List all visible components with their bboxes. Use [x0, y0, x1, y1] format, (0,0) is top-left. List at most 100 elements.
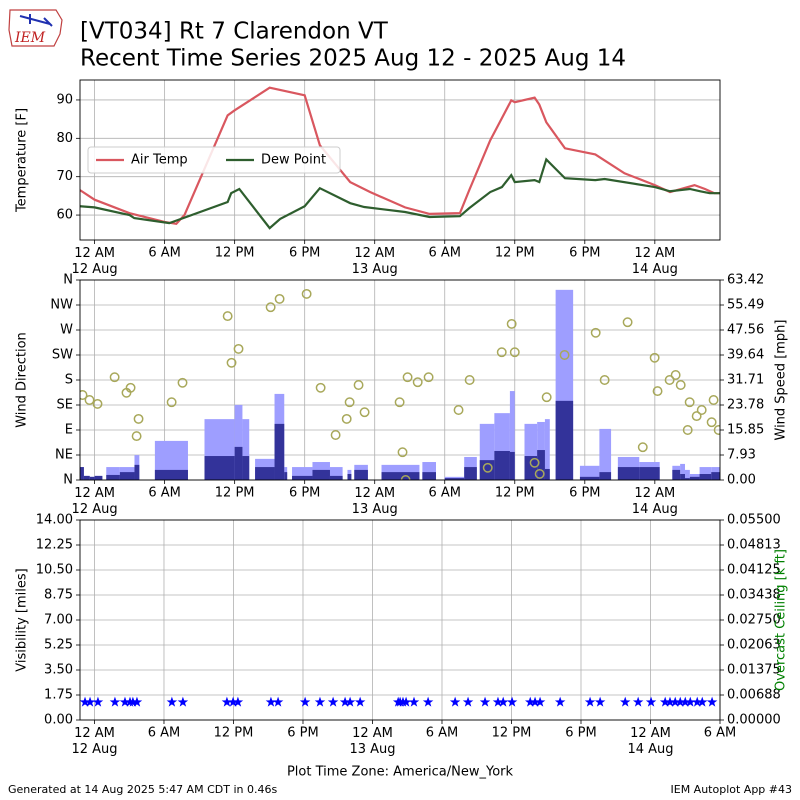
legend-label: Dew Point — [261, 153, 326, 168]
x-tick-label: 12 AM 12 Aug — [71, 726, 117, 757]
y-tick-label: 80 — [56, 131, 73, 146]
direction-point — [696, 405, 707, 415]
star-point — [675, 696, 686, 707]
y2-tick-label: 0.02750 — [727, 613, 781, 628]
axes-frame — [79, 519, 721, 721]
y2-tick-label: 0.00688 — [727, 688, 781, 703]
speed-bar — [154, 469, 188, 480]
speed-bar — [312, 469, 330, 480]
x-tick-label: 6 PM — [565, 726, 596, 741]
tick-label-line: 12 Aug — [71, 742, 117, 757]
direction-point — [590, 327, 601, 338]
direction-point — [80, 390, 88, 400]
direction-point — [541, 392, 552, 403]
direction-point — [534, 468, 545, 479]
logo-text: IEM — [14, 30, 46, 46]
y-tick-label: W — [60, 323, 73, 338]
y2-tick-label: 55.49 — [727, 298, 764, 313]
y-tick-label: 90 — [56, 92, 73, 107]
y2-tick-label: 15.85 — [727, 423, 764, 438]
y2-tick-label: 0.04813 — [727, 538, 781, 553]
direction-point — [233, 343, 244, 354]
speed-bar — [711, 472, 720, 480]
speed-bar — [134, 464, 140, 480]
y2-tick-label: 0.05500 — [727, 513, 781, 528]
speed-bar — [672, 469, 681, 480]
tick-label-line: 13 Aug — [352, 262, 398, 277]
tick-label-line: 12 AM — [352, 726, 393, 741]
speed-bar — [444, 478, 465, 480]
direction-point — [274, 293, 285, 304]
x-tick-label: 12 AM 14 Aug — [627, 726, 673, 757]
speed-bar — [599, 428, 612, 480]
direction-point — [84, 395, 95, 405]
tick-label-line: 13 Aug — [349, 742, 395, 757]
x-tick-label: 6 PM — [289, 486, 320, 501]
tick-label-line: 12 AM — [634, 246, 675, 261]
direction-point — [301, 288, 312, 299]
y-tick-label: E — [65, 423, 73, 438]
speed-bar — [284, 472, 288, 480]
star-point — [479, 696, 491, 707]
direction-point — [670, 370, 681, 380]
x-tick-label: 12 AM 14 Aug — [632, 246, 678, 277]
star-point — [131, 696, 143, 707]
tick-label-line: 12 Aug — [72, 502, 118, 517]
speed-bar — [537, 450, 545, 480]
tick-label-line: 12 AM — [634, 486, 675, 501]
y-axis-label: Visibility [miles] — [15, 568, 30, 671]
x-tick-label: 12 AM 12 Aug — [72, 246, 118, 277]
direction-point — [344, 397, 355, 408]
legend-label: Air Temp — [131, 153, 188, 168]
y-tick-label: NE — [55, 448, 73, 463]
x-tick-label: 12 AM 13 Aug — [352, 246, 398, 277]
speed-bar — [555, 400, 574, 480]
direction-point — [559, 350, 570, 360]
speed-bar — [699, 467, 712, 480]
speed-bar — [94, 475, 103, 480]
direction-point — [637, 442, 648, 453]
y-tick-label: 10.50 — [36, 563, 73, 578]
direction-point — [359, 407, 370, 418]
tick-label-line: 12 AM — [74, 246, 115, 261]
direction-point — [464, 375, 475, 385]
y-tick-label: SE — [57, 398, 73, 413]
star-point — [669, 696, 681, 707]
axes-frame — [79, 79, 721, 241]
star-point — [529, 696, 541, 707]
direction-point — [482, 462, 493, 473]
tick-label-line: 12 AM — [74, 726, 115, 741]
direction-point — [675, 380, 686, 390]
star-point — [92, 696, 104, 707]
speed-bar — [106, 474, 120, 480]
star-point — [594, 696, 606, 707]
star-point — [462, 696, 474, 707]
legend: Air Temp Dew Point — [87, 146, 341, 174]
star-point — [339, 696, 351, 707]
speed-bar — [83, 475, 90, 480]
y2-tick-label: 23.78 — [727, 398, 764, 413]
speed-bar — [354, 469, 368, 480]
speed-bar — [242, 419, 250, 480]
star-point — [632, 696, 644, 707]
star-point — [554, 696, 566, 707]
x-axis-label: Plot Time Zone: America/New_York — [287, 765, 514, 780]
y2-tick-label: 7.93 — [727, 448, 756, 463]
direction-point — [125, 382, 136, 393]
star-point — [344, 696, 356, 707]
direction-point — [708, 395, 719, 405]
speed-bar — [242, 456, 250, 480]
x-tick-label: 12 PM — [495, 246, 535, 261]
speed-bar — [599, 472, 612, 480]
x-tick-label: 6 PM — [569, 486, 600, 501]
star-point — [492, 696, 504, 707]
direction-point — [226, 357, 237, 368]
star-point — [80, 696, 91, 707]
y-tick-label: 70 — [56, 169, 73, 184]
x-tick-label: 6 AM — [148, 726, 181, 741]
x-tick-label: 6 PM — [289, 246, 320, 261]
y-tick-label: 7.00 — [44, 613, 73, 628]
